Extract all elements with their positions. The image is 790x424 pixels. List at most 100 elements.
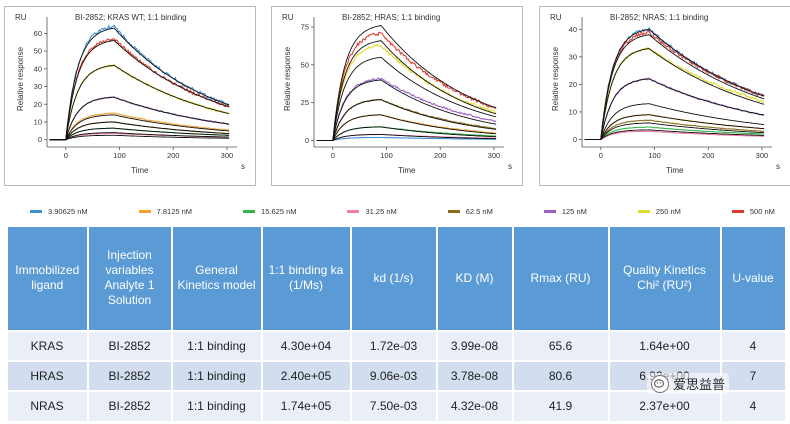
table-cell: BI-2852 bbox=[87, 359, 173, 391]
x-tick-label: 300 bbox=[221, 151, 234, 160]
table-cell: KRAS bbox=[7, 329, 89, 361]
table-cell: 1:1 binding bbox=[171, 359, 263, 391]
table-cell: 1.74e+05 bbox=[261, 389, 352, 421]
legend-label: 250 nM bbox=[655, 206, 681, 216]
fit-curve bbox=[316, 56, 497, 141]
fit-curve bbox=[49, 121, 230, 141]
legend-item: 125 nM bbox=[543, 204, 587, 218]
legend-item: 3.90625 nM bbox=[30, 204, 88, 218]
fit-curve bbox=[49, 134, 230, 141]
x-tick-label: 200 bbox=[702, 151, 715, 160]
table-cell: 1.72e-03 bbox=[350, 329, 438, 361]
header-injection-variables: Injection variables Analyte 1 Solution bbox=[87, 226, 173, 331]
table-cell: 3.78e-08 bbox=[436, 359, 514, 391]
chart-title: BI-2852; NRAS; 1:1 binding bbox=[610, 13, 708, 22]
y-tick-label: 20 bbox=[569, 80, 577, 89]
table-cell: 7 bbox=[720, 359, 787, 391]
y-tick-label: 0 bbox=[573, 135, 577, 144]
fit-curve bbox=[316, 99, 497, 141]
x-axis-label: Time bbox=[131, 166, 149, 175]
table-cell: 1:1 binding bbox=[171, 329, 263, 361]
table-cell: 7.50e-03 bbox=[350, 389, 438, 421]
table-header-row: Immobilized ligand Injection variables A… bbox=[7, 226, 787, 331]
table-cell: 9.06e-03 bbox=[350, 359, 438, 391]
table-cell: 2.37e+00 bbox=[608, 389, 722, 421]
x-unit-label: s bbox=[241, 162, 245, 171]
y-tick-label: 40 bbox=[34, 64, 42, 73]
table-cell: BI-2852 bbox=[87, 389, 173, 421]
sensorgram-series bbox=[584, 77, 765, 141]
header-KD: KD (M) bbox=[436, 226, 514, 331]
x-tick-label: 0 bbox=[331, 151, 335, 160]
legend-item: 250 nM bbox=[637, 204, 681, 218]
sensorgram-series bbox=[49, 112, 230, 141]
legend-label: 15.625 nM bbox=[261, 206, 297, 216]
table-cell: 41.9 bbox=[512, 389, 610, 421]
sensorgram-series bbox=[584, 119, 765, 141]
y-tick-label: 50 bbox=[34, 47, 42, 56]
legend-swatch bbox=[637, 209, 650, 213]
x-tick-label: 300 bbox=[488, 151, 501, 160]
legend-swatch bbox=[243, 209, 256, 213]
legend-swatch bbox=[30, 209, 42, 213]
y-tick-label: 10 bbox=[34, 117, 42, 126]
y-axis-label: Relative response bbox=[16, 46, 25, 111]
legend-label: 62.5 nM bbox=[465, 206, 493, 216]
y-tick-label: 20 bbox=[34, 100, 42, 109]
legend-swatch bbox=[447, 209, 460, 213]
table-cell: 65.6 bbox=[512, 329, 610, 361]
sensorgram-series bbox=[316, 136, 497, 142]
table-row: HRAS BI-2852 1:1 binding 2.40e+05 9.06e-… bbox=[7, 359, 787, 391]
wechat-icon bbox=[651, 374, 669, 393]
table-cell: 4 bbox=[720, 389, 787, 421]
header-u-value: U-value bbox=[720, 226, 787, 331]
fit-curve bbox=[49, 40, 230, 141]
header-kinetics-model: General Kinetics model bbox=[171, 226, 263, 331]
fit-curve bbox=[584, 34, 765, 140]
fit-curve bbox=[49, 27, 230, 141]
header-rmax: Rmax (RU) bbox=[512, 226, 610, 331]
table-row: NRAS BI-2852 1:1 binding 1.74e+05 7.50e-… bbox=[7, 389, 787, 421]
x-tick-label: 0 bbox=[64, 151, 68, 160]
y-unit-label: RU bbox=[550, 13, 562, 22]
sensorgram-series bbox=[316, 43, 497, 142]
y-tick-label: 25 bbox=[301, 98, 309, 107]
legend-label: 500 nM bbox=[749, 206, 775, 216]
header-chi2: Quality Kinetics Chi² (RU²) bbox=[608, 226, 722, 331]
legend-item: 62.5 nM bbox=[447, 204, 493, 218]
legend-swatch bbox=[543, 209, 556, 213]
legend-item: 31.25 nM bbox=[347, 204, 397, 218]
fit-curve bbox=[316, 25, 497, 141]
fit-curve bbox=[584, 129, 765, 140]
fit-curve bbox=[316, 40, 497, 141]
fit-curve bbox=[584, 103, 765, 140]
y-unit-label: RU bbox=[282, 13, 294, 22]
chart-nras-svg: BI-2852; NRAS; 1:1 binding RU s Time Relativ… bbox=[550, 13, 780, 175]
fit-curve bbox=[584, 28, 765, 140]
table-cell: 4.32e-08 bbox=[436, 389, 514, 421]
fit-curve bbox=[49, 127, 230, 141]
x-tick-label: 300 bbox=[756, 151, 769, 160]
chart-panel-hras: BI-2852; HRAS; 1:1 binding RU s Time Relativ… bbox=[271, 6, 523, 186]
legend-label: 31.25 nM bbox=[365, 206, 397, 216]
x-unit-label: s bbox=[776, 162, 780, 171]
y-tick-label: 40 bbox=[569, 25, 577, 34]
fit-curve bbox=[584, 122, 765, 140]
legend-label: 7.8125 nM bbox=[156, 206, 193, 216]
legend-item: 7.8125 nM bbox=[138, 204, 193, 218]
fit-curve bbox=[316, 114, 497, 141]
watermark-text: 爱思益普 bbox=[673, 377, 726, 392]
x-tick-label: 0 bbox=[599, 151, 603, 160]
y-unit-label: RU bbox=[15, 13, 27, 22]
table-cell: NRAS bbox=[7, 389, 89, 421]
header-kd: kd (1/s) bbox=[350, 226, 438, 331]
legend-swatch bbox=[138, 209, 151, 213]
x-unit-label: s bbox=[508, 162, 512, 171]
fit-curve bbox=[49, 96, 230, 141]
fit-curve bbox=[49, 132, 230, 141]
fit-curve bbox=[584, 48, 765, 140]
y-tick-label: 30 bbox=[34, 82, 42, 91]
y-axis-label: Relative response bbox=[283, 46, 292, 111]
kinetics-results-table: Immobilized ligand Injection variables A… bbox=[7, 226, 787, 421]
x-tick-label: 100 bbox=[113, 151, 126, 160]
